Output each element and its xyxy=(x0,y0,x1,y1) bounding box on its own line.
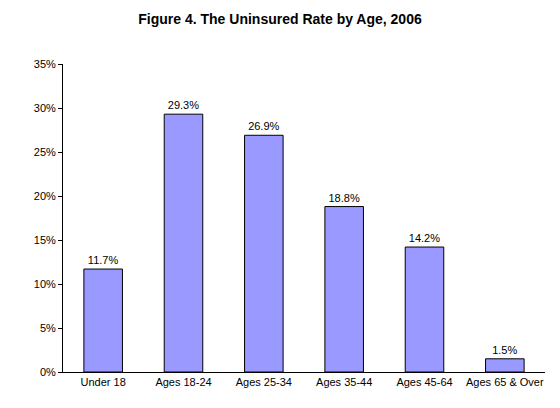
svg-text:20%: 20% xyxy=(34,190,56,202)
svg-text:18.8%: 18.8% xyxy=(328,192,359,204)
svg-text:Ages 35-44: Ages 35-44 xyxy=(316,376,372,388)
svg-text:5%: 5% xyxy=(40,322,56,334)
svg-text:10%: 10% xyxy=(34,278,56,290)
svg-text:14.2%: 14.2% xyxy=(409,232,440,244)
svg-text:15%: 15% xyxy=(34,234,56,246)
svg-text:29.3%: 29.3% xyxy=(168,99,199,111)
svg-text:11.7%: 11.7% xyxy=(88,254,119,266)
svg-text:1.5%: 1.5% xyxy=(492,344,517,356)
svg-text:Ages 25-34: Ages 25-34 xyxy=(236,376,292,388)
svg-text:Ages 65 & Over: Ages 65 & Over xyxy=(466,376,544,388)
svg-text:30%: 30% xyxy=(34,102,56,114)
svg-text:Ages 18-24: Ages 18-24 xyxy=(155,376,211,388)
svg-text:Ages 45-64: Ages 45-64 xyxy=(396,376,452,388)
svg-text:Figure 4. The Uninsured Rate b: Figure 4. The Uninsured Rate by Age, 200… xyxy=(138,11,422,27)
svg-text:25%: 25% xyxy=(34,146,56,158)
svg-text:0%: 0% xyxy=(40,366,56,378)
svg-text:26.9%: 26.9% xyxy=(248,120,279,132)
svg-text:35%: 35% xyxy=(34,58,56,70)
svg-text:Under 18: Under 18 xyxy=(81,376,126,388)
